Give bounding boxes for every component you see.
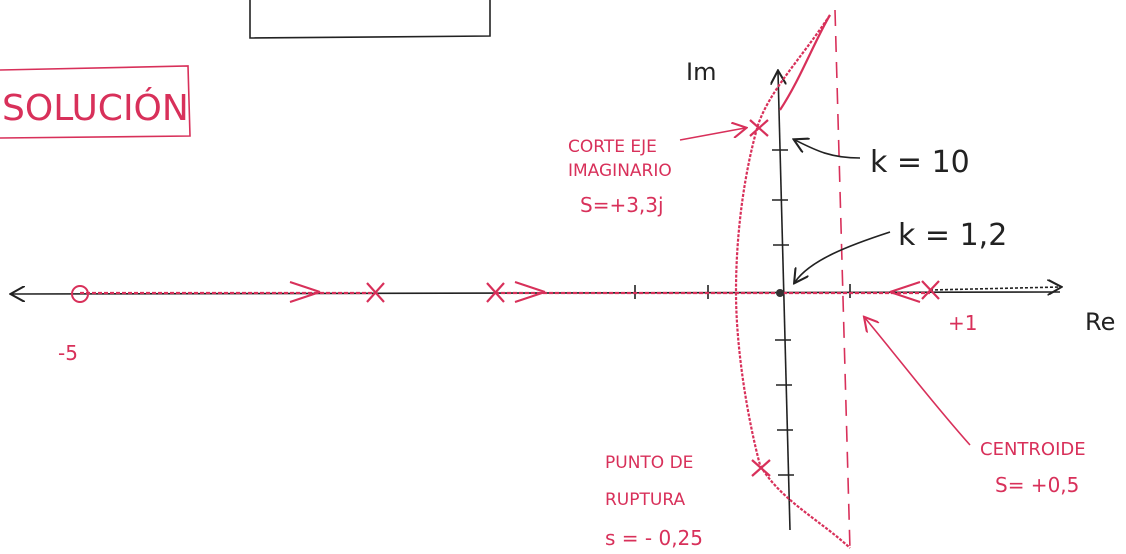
direction-arrow (514, 281, 546, 303)
top-box (249, 0, 491, 39)
breakaway-note: PUNTO DE RUPTURA s = - 0,25 (605, 453, 703, 550)
note-line: CORTE EJE (568, 137, 657, 157)
centroid-note: CENTROIDE S= +0,5 (980, 439, 1086, 497)
title: SOLUCIÓN (2, 87, 189, 129)
note-line: s = - 0,25 (605, 526, 703, 550)
direction-arrow (889, 281, 921, 303)
asymptote (834, 9, 851, 551)
imaginary-label: Im (686, 58, 716, 86)
direction-arrow (289, 281, 321, 303)
real-axis (12, 292, 1061, 294)
real-axis-arrow (929, 287, 1060, 290)
zero (71, 285, 89, 303)
note-line: S=+3,3j (580, 193, 664, 217)
gain-arrow (795, 140, 861, 159)
poles (366, 119, 940, 477)
pole-label: +1 (948, 311, 977, 335)
note-line: IMAGINARIO (568, 161, 672, 181)
title-box (0, 65, 191, 139)
gain-crossing: k = 10 (870, 145, 970, 180)
note-line: S= +0,5 (995, 473, 1079, 497)
gain-breakaway: k = 1,2 (898, 218, 1007, 253)
imaginary-axis (778, 72, 791, 531)
zero-label: -5 (58, 341, 78, 365)
gain-arrow (795, 231, 891, 282)
note-arrow (679, 128, 745, 141)
origin (776, 289, 784, 297)
axis-ticks (634, 149, 851, 476)
real-label: Re (1085, 308, 1115, 336)
locus-branch (734, 14, 851, 549)
note-arrow (865, 318, 971, 446)
locus-branch-upper (779, 14, 831, 111)
crossing-note: CORTE EJE IMAGINARIO S=+3,3j (568, 137, 672, 217)
note-line: PUNTO DE (605, 453, 693, 473)
note-line: CENTROIDE (980, 439, 1086, 460)
note-line: RUPTURA (605, 490, 685, 510)
